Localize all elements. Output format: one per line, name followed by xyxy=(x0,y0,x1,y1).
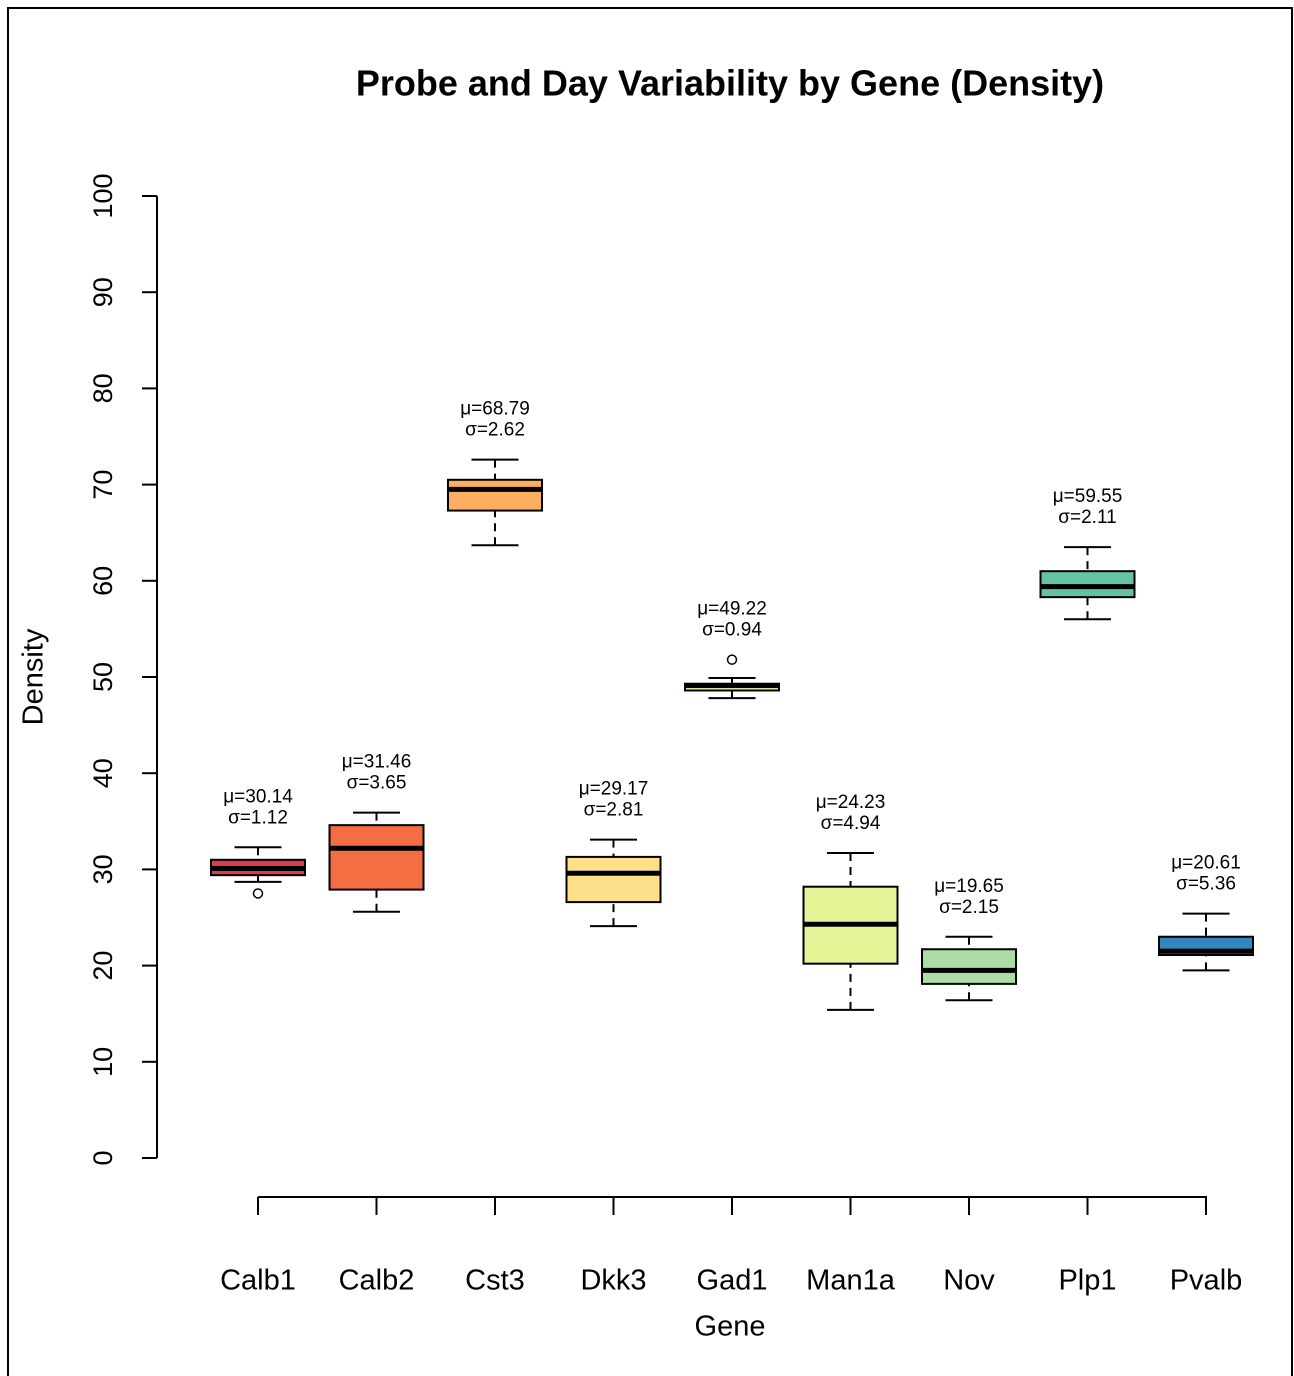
mean-label: μ=31.46 xyxy=(342,752,412,773)
y-tick-label: 0 xyxy=(88,1150,118,1165)
x-tick-label: Pvalb xyxy=(1170,1265,1243,1297)
y-tick-label: 100 xyxy=(88,173,118,218)
mean-label: μ=19.65 xyxy=(934,876,1004,897)
y-tick-label: 10 xyxy=(88,1047,118,1077)
sd-label: σ=0.94 xyxy=(702,620,762,641)
y-tick-label: 20 xyxy=(88,951,118,981)
x-tick-label: Nov xyxy=(943,1265,995,1297)
sd-label: σ=2.81 xyxy=(584,800,644,821)
y-tick-label: 40 xyxy=(88,758,118,788)
x-tick-label: Calb1 xyxy=(220,1265,296,1297)
box xyxy=(447,478,543,512)
box xyxy=(565,855,662,904)
x-tick-label: Dkk3 xyxy=(580,1265,646,1297)
y-tick-label: 70 xyxy=(88,470,118,500)
x-tick-label: Cst3 xyxy=(465,1265,525,1297)
sd-label: σ=2.15 xyxy=(939,897,999,918)
x-axis-label: Gene xyxy=(695,1311,766,1343)
y-tick-label: 60 xyxy=(88,566,118,596)
chart-title: Probe and Day Variability by Gene (Densi… xyxy=(356,63,1104,104)
mean-label: μ=20.61 xyxy=(1171,853,1241,874)
sd-label: σ=2.11 xyxy=(1058,507,1116,528)
box xyxy=(921,948,1017,985)
y-tick-label: 50 xyxy=(88,662,118,692)
box xyxy=(328,824,425,891)
mean-label: μ=68.79 xyxy=(460,399,530,420)
mean-label: μ=30.14 xyxy=(223,786,293,807)
sd-label: σ=4.94 xyxy=(821,813,881,834)
frame xyxy=(7,7,1293,1376)
mean-label: μ=59.55 xyxy=(1053,486,1123,507)
outlier xyxy=(726,654,738,665)
x-tick-label: Gad1 xyxy=(697,1265,768,1297)
sd-label: σ=2.62 xyxy=(465,420,525,441)
sd-label: σ=1.12 xyxy=(228,807,288,828)
y-axis-label: Density xyxy=(18,628,50,725)
y-tick-label: 80 xyxy=(88,373,118,403)
mean-label: μ=24.23 xyxy=(816,792,886,813)
x-tick-label: Calb2 xyxy=(339,1265,415,1297)
mean-label: μ=49.22 xyxy=(697,599,767,620)
sd-label: σ=3.65 xyxy=(347,773,407,794)
outlier xyxy=(252,888,264,899)
y-tick-label: 90 xyxy=(88,277,118,307)
sd-label: σ=5.36 xyxy=(1176,874,1236,895)
y-tick-label: 30 xyxy=(88,854,118,884)
mean-label: μ=29.17 xyxy=(579,779,649,800)
x-tick-label: Plp1 xyxy=(1058,1265,1116,1297)
x-tick-label: Man1a xyxy=(806,1265,896,1297)
